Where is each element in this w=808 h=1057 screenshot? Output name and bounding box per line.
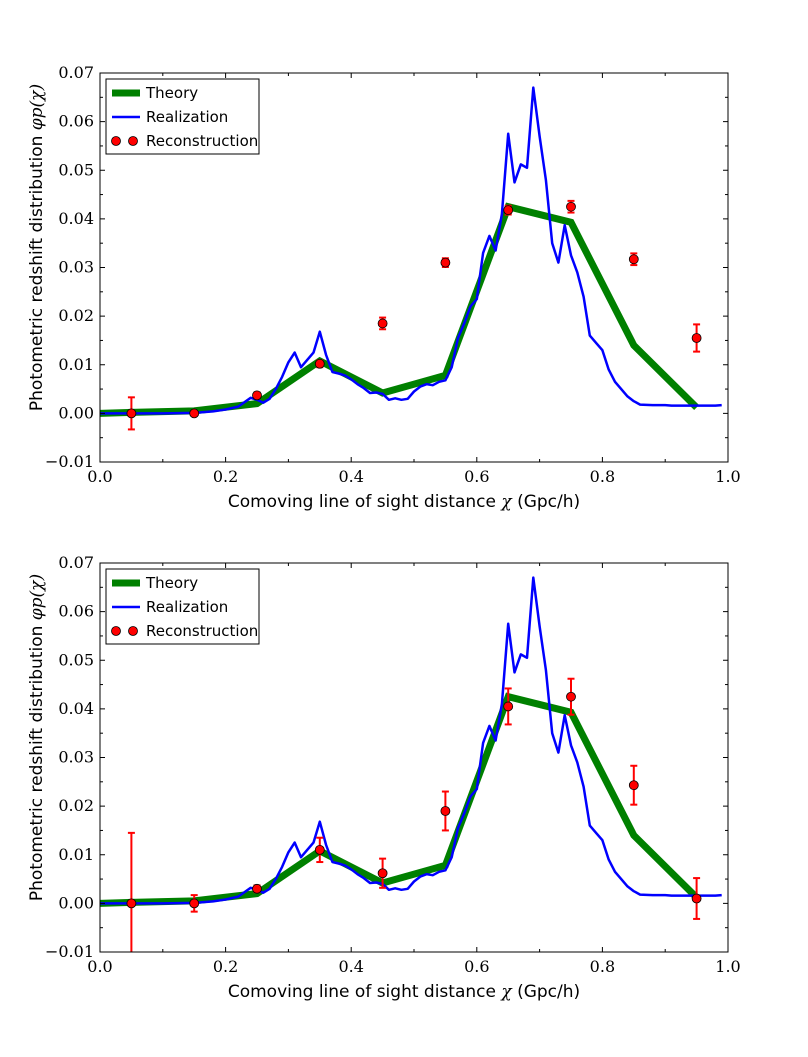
reconstruction-point <box>252 390 262 401</box>
x-tick-label: 0.2 <box>213 467 238 486</box>
reconstruction-point <box>503 701 514 712</box>
x-tick-label: 0.8 <box>590 467 615 486</box>
y-tick-label: 0.05 <box>58 160 94 179</box>
reconstruction-point <box>691 893 702 904</box>
reconstruction-point <box>314 358 325 369</box>
bottom-panel: 0.0 0.2 0.4 0.6 0.8 1.0 −0.01 0.00 0.01 0.02 0.03 0… <box>27 553 741 1002</box>
legend-reconstruction-swatch <box>111 626 121 636</box>
y-tick-label: 0.03 <box>58 748 94 767</box>
x-tick-label: 0.6 <box>464 467 489 486</box>
x-tick-label: 0.0 <box>87 467 112 486</box>
legend-entry-realization: Realization <box>146 108 228 126</box>
y-tick-label: 0.00 <box>58 893 94 912</box>
legend-reconstruction-swatch <box>128 626 138 636</box>
legend-reconstruction-swatch <box>111 136 121 146</box>
y-axis-label: Photometric redshift distribution φp(χ) <box>27 574 47 901</box>
y-tick-label: 0.07 <box>58 63 94 82</box>
x-tick-label: 0.6 <box>464 957 489 976</box>
reconstruction-point <box>566 201 576 212</box>
reconstruction-point <box>440 257 451 268</box>
y-tick-label: 0.05 <box>58 650 94 669</box>
reconstruction-point <box>189 898 200 909</box>
theory-line <box>100 202 700 417</box>
plot-area <box>100 86 722 431</box>
legend-entry-reconstruction: Reconstruction <box>146 622 258 640</box>
plot-area <box>100 576 722 952</box>
y-tick-label: 0.04 <box>58 699 94 718</box>
y-tick-label: 0.00 <box>58 403 94 422</box>
y-tick-label: 0.06 <box>58 112 94 131</box>
x-tick-label: 1.0 <box>715 467 740 486</box>
legend-entry-reconstruction: Reconstruction <box>146 132 258 150</box>
x-tick-label: 0.4 <box>338 467 363 486</box>
x-axis-label: Comoving line of sight distance χ (Gpc/h… <box>228 492 580 512</box>
x-tick-label: 1.0 <box>715 957 740 976</box>
reconstruction-point <box>314 844 325 855</box>
reconstruction-point <box>440 806 451 816</box>
y-tick-label: 0.03 <box>58 258 94 277</box>
realization-line <box>100 86 722 415</box>
y-tick-label: 0.07 <box>58 553 94 572</box>
reconstruction-point <box>126 408 137 419</box>
y-tick-label: 0.04 <box>58 209 94 228</box>
legend-entry-theory: Theory <box>145 84 198 102</box>
reconstruction-point <box>189 408 200 419</box>
y-tick-label: −0.01 <box>45 942 94 961</box>
realization-line <box>100 576 722 905</box>
reconstruction-point <box>377 318 388 329</box>
y-axis-label: Photometric redshift distribution φp(χ) <box>27 84 47 411</box>
reconstruction-point <box>252 883 262 894</box>
reconstruction-point <box>566 691 576 702</box>
reconstruction-point <box>628 254 639 265</box>
legend-entry-realization: Realization <box>146 598 228 616</box>
reconstruction-point <box>126 898 137 909</box>
reconstruction-point <box>377 868 388 879</box>
legend-reconstruction-swatch <box>128 136 138 146</box>
y-tick-label: 0.06 <box>58 602 94 621</box>
y-tick-label: 0.02 <box>58 306 94 325</box>
theory-line <box>100 692 700 907</box>
legend-entry-theory: Theory <box>145 574 198 592</box>
reconstruction-point <box>503 205 514 216</box>
x-tick-label: 0.8 <box>590 957 615 976</box>
reconstruction-point <box>691 333 702 343</box>
y-tick-label: 0.02 <box>58 796 94 815</box>
y-tick-label: −0.01 <box>45 452 94 471</box>
x-axis-label: Comoving line of sight distance χ (Gpc/h… <box>228 982 580 1002</box>
y-tick-label: 0.01 <box>58 845 94 864</box>
x-tick-label: 0.4 <box>338 957 363 976</box>
x-tick-label: 0.0 <box>87 957 112 976</box>
y-tick-label: 0.01 <box>58 355 94 374</box>
x-tick-label: 0.2 <box>213 957 238 976</box>
top-panel: 0.0 0.2 0.4 0.6 0.8 1.0 −0.01 0.00 0.01 0.02 0.03 0… <box>27 63 741 512</box>
reconstruction-point <box>628 780 639 791</box>
